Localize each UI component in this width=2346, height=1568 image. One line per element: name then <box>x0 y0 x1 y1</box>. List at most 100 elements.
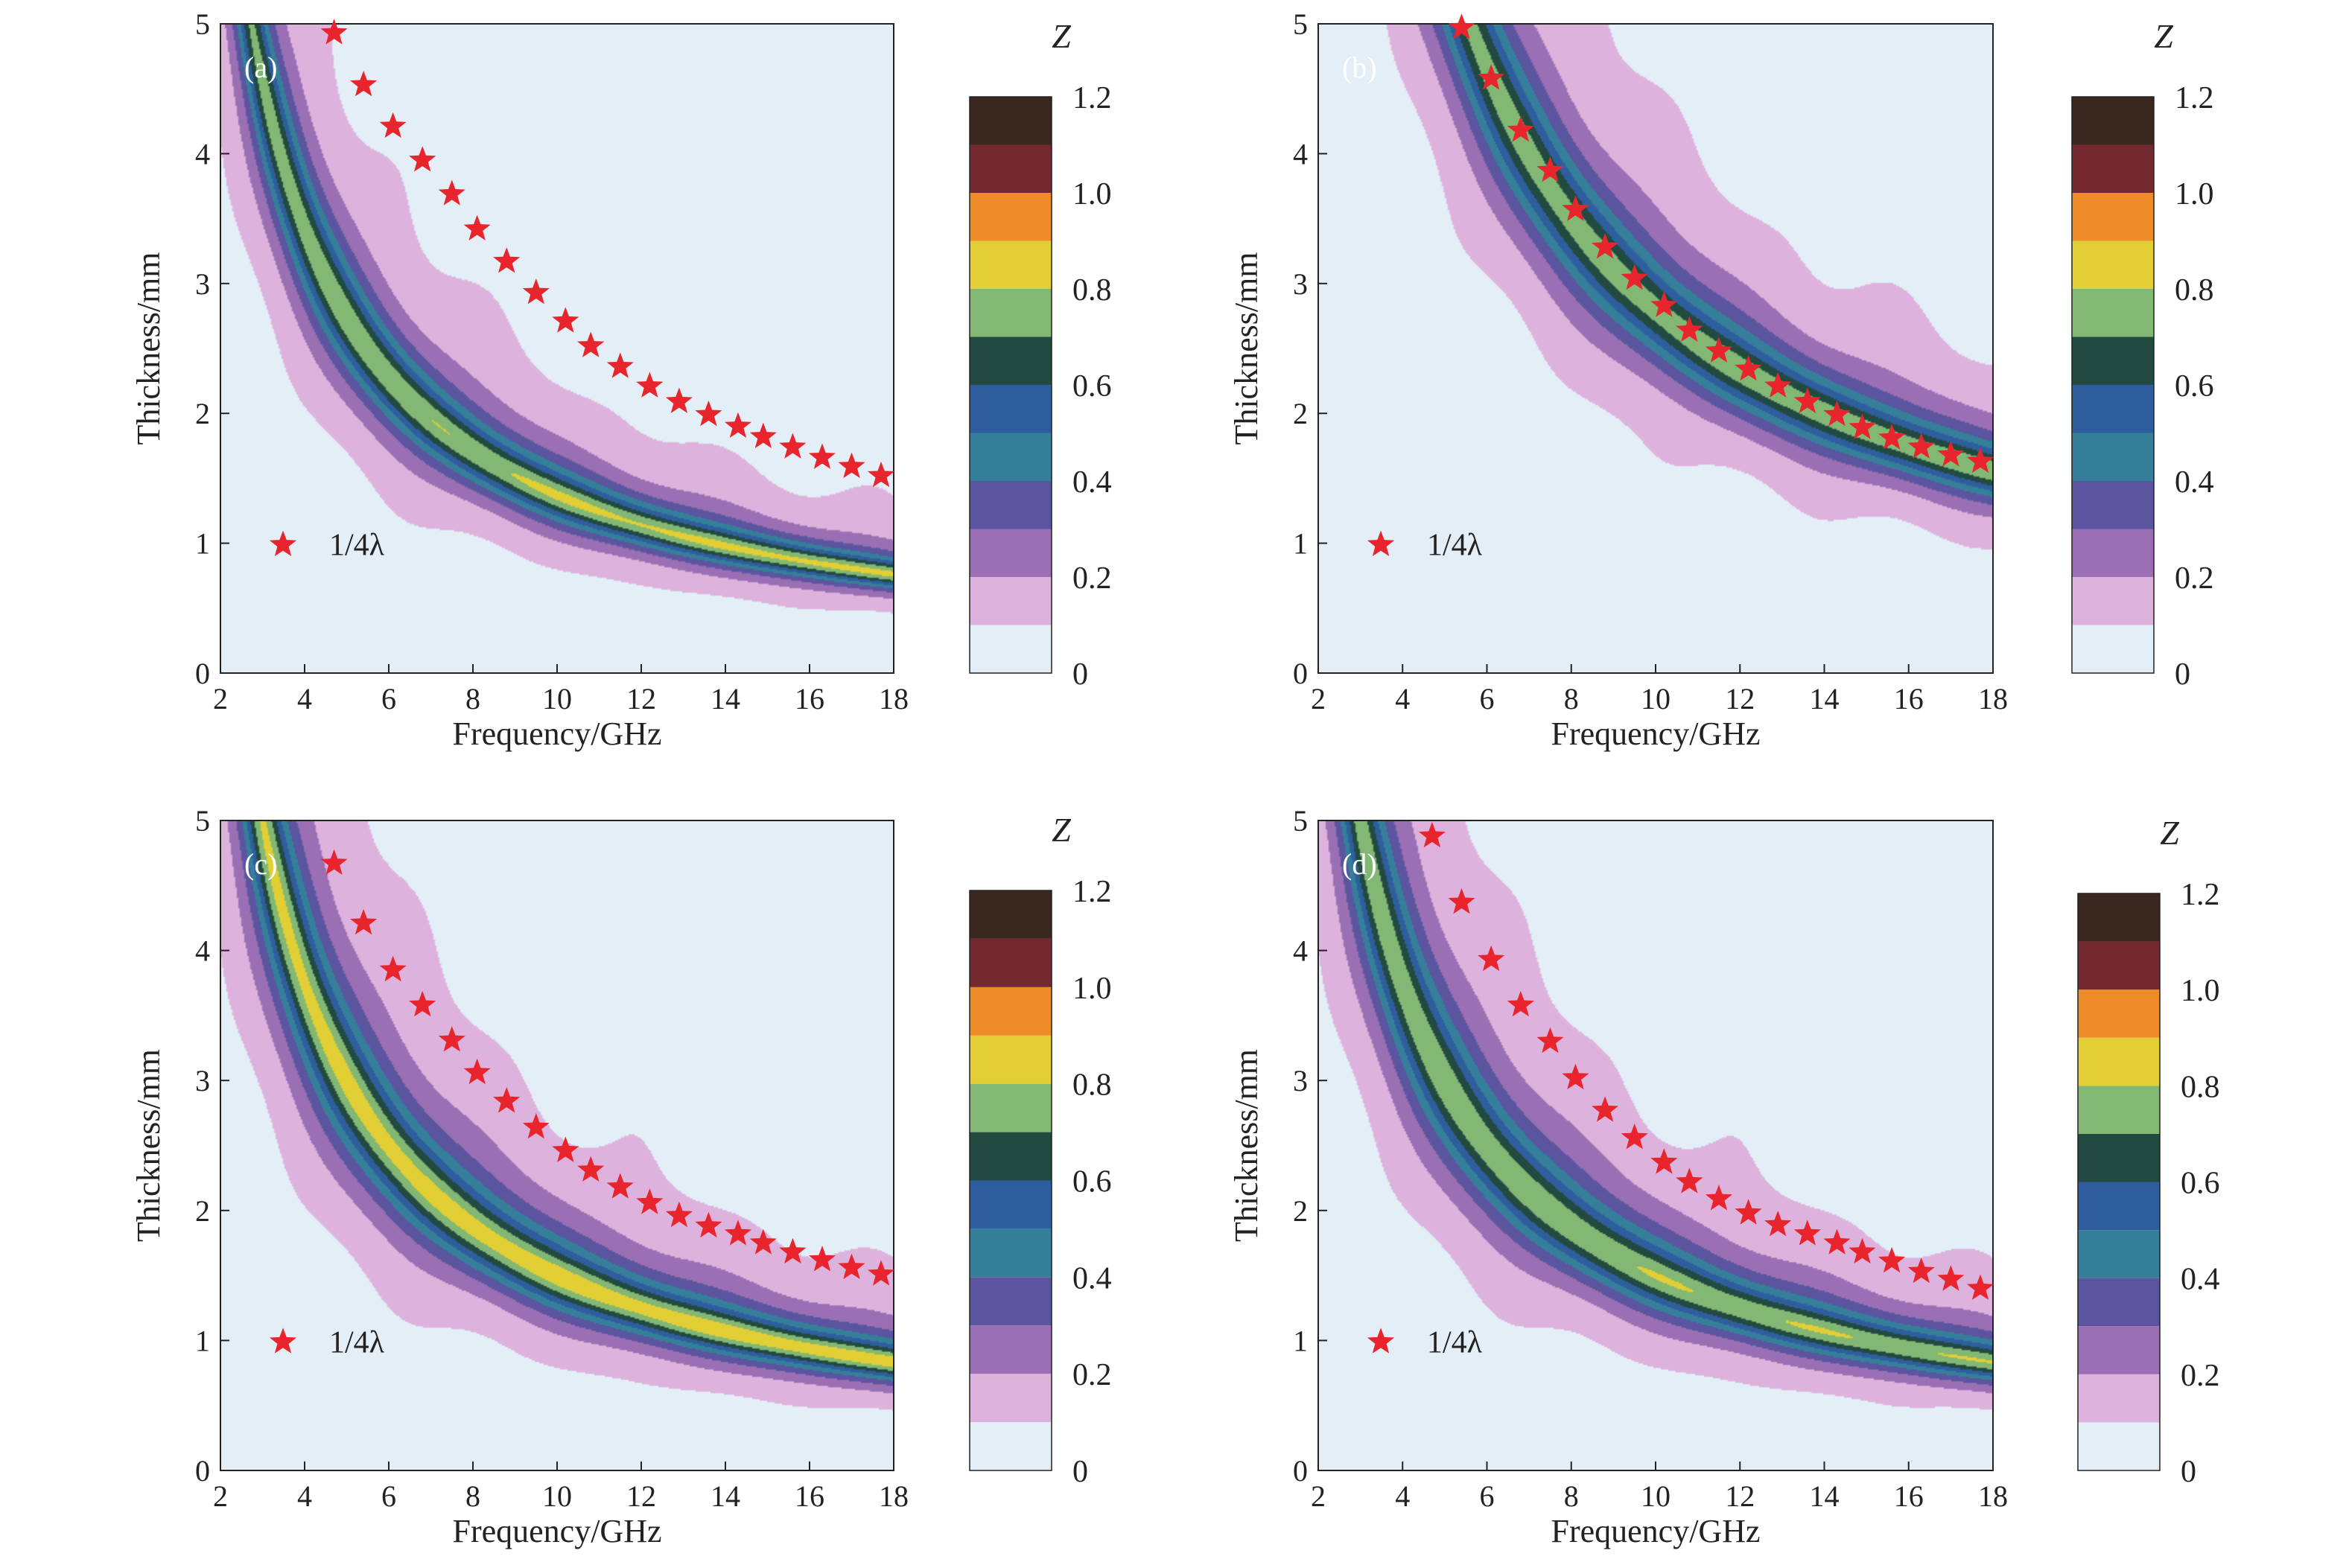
colorbar-title: Z <box>1052 17 1071 55</box>
legend-star-icon <box>269 1328 297 1354</box>
colorbar-segment <box>970 433 1052 481</box>
quarter-wave-star <box>1621 264 1648 290</box>
quarter-wave-star <box>1621 1124 1648 1150</box>
y-tick-label: 0 <box>195 657 210 690</box>
quarter-wave-star <box>1650 1148 1678 1174</box>
x-tick-label: 10 <box>1641 682 1671 716</box>
quarter-wave-star <box>1562 1063 1589 1090</box>
colorbar-tick-label: 0.2 <box>2175 561 2214 596</box>
quarter-wave-star <box>522 1113 550 1139</box>
quarter-wave-star <box>1966 447 1994 474</box>
contour-field <box>1318 24 1993 673</box>
x-tick-label: 12 <box>626 1479 656 1513</box>
quarter-wave-star <box>1793 1220 1821 1246</box>
quarter-wave-star <box>636 1188 664 1214</box>
legend-label: 1/4λ <box>329 1325 385 1360</box>
colorbar-segment <box>970 1083 1052 1132</box>
colorbar-segment <box>2072 193 2154 241</box>
x-tick-label: 8 <box>1564 1479 1579 1513</box>
quarter-wave-star <box>665 1201 693 1228</box>
x-tick-label: 18 <box>1978 1479 2008 1513</box>
x-axis-label: Frequency/GHz <box>452 716 661 752</box>
colorbar-tick-label: 0 <box>2181 1455 2196 1489</box>
contour-field <box>220 820 894 1470</box>
quarter-wave-star <box>1907 433 1935 459</box>
x-tick-label: 10 <box>542 682 572 716</box>
quarter-wave-star <box>1478 64 1505 90</box>
x-tick-label: 14 <box>1810 1479 1840 1513</box>
quarter-wave-star <box>1562 195 1589 221</box>
quarter-wave-star <box>552 307 579 333</box>
x-tick-label: 4 <box>297 682 312 716</box>
y-tick-label: 2 <box>1293 397 1308 430</box>
colorbar-segment <box>2078 1374 2160 1423</box>
quarter-wave-star <box>379 955 407 982</box>
x-axis-label: Frequency/GHz <box>452 1513 661 1549</box>
quarter-wave-star <box>749 422 777 448</box>
colorbar-segment <box>2078 1278 2160 1327</box>
quarter-wave-star <box>1418 822 1446 848</box>
colorbar-segment <box>970 144 1052 193</box>
colorbar-segment <box>2072 337 2154 385</box>
x-axis-label: Frequency/GHz <box>1551 1513 1760 1549</box>
colorbar-segment <box>970 1035 1052 1084</box>
colorbar-segment <box>2072 433 2154 481</box>
legend-label: 1/4λ <box>329 529 385 563</box>
y-axis-label: Thickness/mm <box>1228 1049 1265 1242</box>
quarter-wave-star <box>606 1173 634 1199</box>
panel-a: 2 4 6 8 10 12 14 16 18012345Frequency/GHzThickne… <box>130 7 1112 752</box>
colorbar-segment <box>970 481 1052 529</box>
y-tick-label: 2 <box>1293 1194 1308 1228</box>
panel-label: (a) <box>244 51 277 84</box>
quarter-wave-star <box>320 19 348 45</box>
x-tick-label: 2 <box>1311 1479 1326 1513</box>
y-tick-label: 1 <box>195 527 210 561</box>
x-tick-label: 8 <box>465 1479 480 1513</box>
y-tick-label: 5 <box>1293 804 1308 838</box>
y-tick-label: 5 <box>1293 7 1308 41</box>
y-tick-label: 4 <box>195 934 210 968</box>
quarter-wave-star <box>1878 1246 1906 1273</box>
colorbar-segment <box>2078 1230 2160 1278</box>
panel-label: (d) <box>1342 847 1377 881</box>
panel-b: 2 4 6 8 10 12 14 16 18012345Frequency/GHzThickne… <box>1228 7 2214 752</box>
quarter-wave-star <box>1937 441 1965 467</box>
x-tick-label: 8 <box>1564 682 1579 716</box>
colorbar-title: Z <box>2160 814 2179 852</box>
colorbar-segment <box>970 1277 1052 1326</box>
x-tick-label: 8 <box>465 682 480 716</box>
colorbar-segment <box>2078 1086 2160 1134</box>
quarter-wave-star <box>409 990 436 1017</box>
colorbar-tick-label: 0 <box>1072 1455 1088 1489</box>
quarter-wave-star <box>779 433 807 459</box>
x-tick-label: 18 <box>879 1479 909 1513</box>
y-tick-label: 2 <box>195 1194 210 1228</box>
y-tick-label: 3 <box>1293 1064 1308 1097</box>
colorbar-tick-label: 1.2 <box>2175 81 2214 115</box>
y-axis-label: Thickness/mm <box>1228 252 1265 444</box>
colorbar-tick-label: 0.4 <box>1072 1261 1112 1295</box>
y-tick-label: 3 <box>1293 267 1308 301</box>
quarter-wave-star <box>1848 413 1876 439</box>
colorbar-frame <box>969 96 1052 674</box>
x-tick-label: 10 <box>542 1479 572 1513</box>
colorbar-tick-label: 0.6 <box>2175 369 2214 404</box>
colorbar-segment <box>970 1374 1052 1423</box>
x-tick-label: 4 <box>1395 682 1410 716</box>
colorbar-tick-label: 1.0 <box>1072 972 1112 1006</box>
quarter-wave-star <box>379 112 407 138</box>
panel-c: 2 4 6 8 10 12 14 16 18012345Frequency/GHzThickne… <box>130 804 1112 1549</box>
colorbar-segment <box>2072 385 2154 433</box>
x-tick-label: 4 <box>297 1479 312 1513</box>
colorbar-segment <box>2072 144 2154 193</box>
quarter-wave-star <box>838 452 865 479</box>
quarter-wave-star <box>1507 990 1534 1017</box>
x-tick-label: 2 <box>1311 682 1326 716</box>
colorbar-segment <box>970 529 1052 577</box>
colorbar-segment <box>2072 289 2154 337</box>
quarter-wave-star <box>1907 1257 1935 1284</box>
colorbar-segment <box>2078 1326 2160 1374</box>
colorbar-segment <box>2078 1182 2160 1231</box>
x-tick-label: 6 <box>1480 682 1495 716</box>
